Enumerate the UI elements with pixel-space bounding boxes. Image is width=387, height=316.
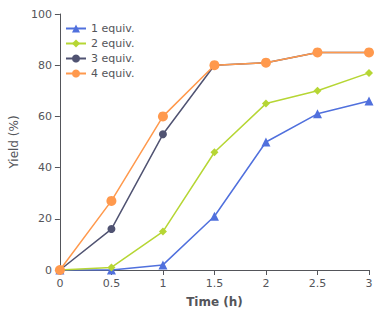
svg-text:40: 40 <box>38 161 52 174</box>
svg-text:60: 60 <box>38 110 52 123</box>
svg-text:Time (h): Time (h) <box>186 295 243 309</box>
svg-text:2.5: 2.5 <box>309 277 327 290</box>
svg-text:Yield (%): Yield (%) <box>7 115 21 169</box>
svg-text:2 equiv.: 2 equiv. <box>91 37 134 50</box>
svg-text:1.5: 1.5 <box>206 277 224 290</box>
svg-text:1: 1 <box>159 277 166 290</box>
svg-text:20: 20 <box>38 212 52 225</box>
svg-text:4 equiv.: 4 equiv. <box>91 67 134 80</box>
svg-text:2: 2 <box>262 277 269 290</box>
svg-text:0: 0 <box>56 277 63 290</box>
svg-text:0: 0 <box>45 264 52 277</box>
svg-text:1 equiv.: 1 equiv. <box>91 22 134 35</box>
svg-text:3: 3 <box>366 277 373 290</box>
svg-text:100: 100 <box>31 8 52 21</box>
svg-text:3 equiv.: 3 equiv. <box>91 52 134 65</box>
svg-text:0.5: 0.5 <box>103 277 121 290</box>
svg-text:80: 80 <box>38 59 52 72</box>
